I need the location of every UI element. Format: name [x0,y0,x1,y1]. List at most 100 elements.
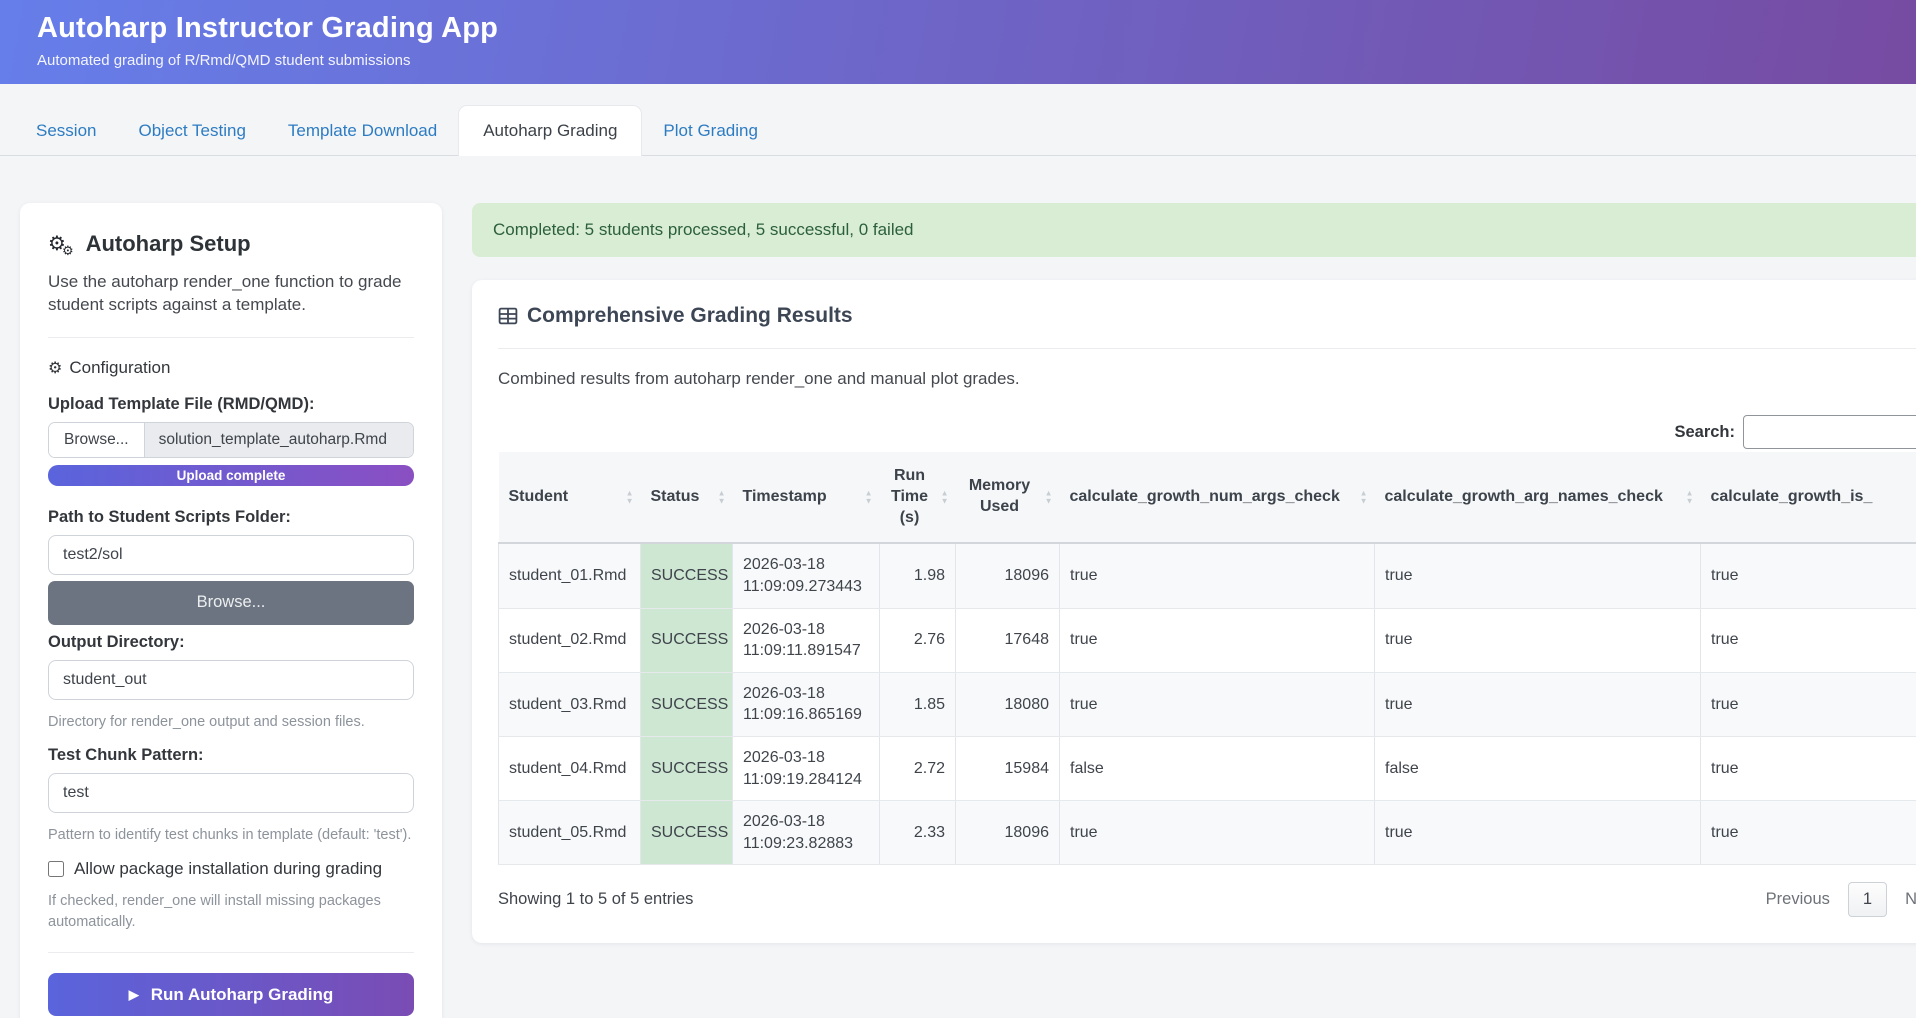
output-directory-help: Directory for render_one output and sess… [48,713,365,730]
setup-heading: ⚙⚙ Autoharp Setup [48,231,414,257]
play-icon: ▶ [128,986,139,1002]
cell-memory: 18096 [955,800,1060,866]
cell-status: SUCCESS [640,672,733,737]
col-header-arg-names-check[interactable]: calculate_growth_arg_names_check ▲ ▼ [1374,452,1701,545]
divider [48,336,414,338]
autoharp-setup-panel: ⚙⚙ Autoharp Setup Use the autoharp rende… [20,203,442,1018]
scripts-folder-label: Path to Student Scripts Folder: [48,507,291,526]
search-label: Search: [1674,422,1735,441]
table-row: student_02.Rmd SUCCESS 2026-03-18 11:09:… [498,608,1916,673]
cell-arg-names-check: true [1374,672,1701,737]
test-chunk-pattern-input[interactable] [48,773,414,814]
col-header-run-time[interactable]: Run Time (s) ▲ ▼ [879,452,956,545]
cell-memory: 17648 [955,608,1060,673]
sort-icon: ▲ ▼ [1685,488,1694,506]
output-directory-input[interactable] [48,659,414,700]
cell-memory: 18080 [955,672,1060,737]
cell-num-args-check: true [1059,672,1375,737]
cell-memory: 18096 [955,543,1060,609]
col-header-memory-used[interactable]: Memory Used ▲ ▼ [955,452,1060,545]
cell-num-args-check: false [1059,736,1375,802]
folder-browse-button[interactable]: Browse... [48,580,414,625]
col-header-is-check[interactable]: calculate_growth_is_ [1700,452,1916,545]
output-directory-label: Output Directory: [48,632,185,651]
divider [498,348,1916,349]
tab-session[interactable]: Session [15,107,117,155]
cell-run-time: 2.72 [879,736,956,802]
configuration-heading: ⚙ Configuration [48,358,414,378]
tab-autoharp-grading[interactable]: Autoharp Grading [458,105,643,156]
cell-num-args-check: true [1059,800,1375,866]
cell-status: SUCCESS [640,736,733,802]
divider [48,952,414,954]
results-description: Combined results from autoharp render_on… [498,369,1020,388]
run-button-label: Run Autoharp Grading [150,984,334,1004]
app-header: Autoharp Instructor Grading App Automate… [0,0,1916,84]
tab-bar: Session Object Testing Template Download… [0,105,1916,156]
cell-is-check: true [1700,736,1916,802]
cell-status: SUCCESS [640,543,733,609]
run-autoharp-grading-button[interactable]: ▶ Run Autoharp Grading [48,973,414,1017]
tab-object-testing[interactable]: Object Testing [117,107,266,155]
sort-icon: ▲ ▼ [1044,488,1053,506]
gears-icon: ⚙⚙ [48,233,74,258]
page-subtitle: Automated grading of R/Rmd/QMD student s… [37,52,411,69]
results-title-label: Comprehensive Grading Results [527,304,853,327]
cell-is-check: true [1700,672,1916,737]
configuration-label: Configuration [69,357,171,377]
table-row: student_03.Rmd SUCCESS 2026-03-18 11:09:… [498,672,1916,737]
cell-is-check: true [1700,608,1916,673]
allow-package-install-label: Allow package installation during gradin… [74,859,383,879]
previous-page-button[interactable]: Previous [1765,890,1830,909]
allow-package-install-checkbox[interactable] [48,861,64,878]
setup-description: Use the autoharp render_one function to … [48,272,402,314]
sort-icon: ▲ ▼ [1359,488,1368,506]
table-row: student_04.Rmd SUCCESS 2026-03-18 11:09:… [498,736,1916,802]
upload-template-label: Upload Template File (RMD/QMD): [48,394,315,413]
completion-alert: Completed: 5 students processed, 5 succe… [472,203,1916,257]
search-input[interactable] [1743,415,1916,449]
cell-run-time: 1.98 [879,543,956,609]
col-header-status[interactable]: Status ▲ ▼ [640,452,733,545]
tab-template-download[interactable]: Template Download [267,107,458,155]
col-header-num-args-check[interactable]: calculate_growth_num_args_check ▲ ▼ [1059,452,1375,545]
cell-timestamp: 2026-03-18 11:09:11.891547 [732,608,880,673]
page-1-button[interactable]: 1 [1847,882,1888,918]
next-page-button[interactable]: Next [1905,890,1916,909]
cell-student: student_05.Rmd [498,800,641,866]
cell-student: student_02.Rmd [498,608,641,673]
cell-num-args-check: true [1059,543,1375,609]
page-title: Autoharp Instructor Grading App [37,12,499,44]
template-file-input[interactable]: Browse... solution_template_autoharp.Rmd [48,421,414,458]
sort-icon: ▲ ▼ [940,488,949,506]
cell-is-check: true [1700,800,1916,866]
test-chunk-pattern-help: Pattern to identify test chunks in templ… [48,827,412,844]
test-chunk-pattern-label: Test Chunk Pattern: [48,746,204,765]
cell-timestamp: 2026-03-18 11:09:09.273443 [732,543,880,609]
cell-timestamp: 2026-03-18 11:09:16.865169 [732,672,880,737]
grading-results-card: Comprehensive Grading Results Combined r… [472,280,1916,944]
setup-heading-label: Autoharp Setup [85,231,251,256]
file-browse-button[interactable]: Browse... [49,422,145,457]
scripts-folder-input[interactable] [48,534,414,575]
table-icon [498,307,518,325]
cell-student: student_01.Rmd [498,543,641,609]
cell-run-time: 1.85 [879,672,956,737]
col-header-student[interactable]: Student ▲ ▼ [498,452,641,545]
sort-icon: ▲ ▼ [864,488,873,506]
col-header-timestamp[interactable]: Timestamp ▲ ▼ [732,452,880,545]
cell-run-time: 2.33 [879,800,956,866]
allow-package-install-help: If checked, render_one will install miss… [48,893,381,930]
sort-icon: ▲ ▼ [717,488,726,506]
results-title: Comprehensive Grading Results [498,304,1916,328]
upload-progress-bar: Upload complete [48,464,414,486]
uploaded-filename: solution_template_autoharp.Rmd [144,422,413,457]
results-table: Student ▲ ▼ Status ▲ ▼ Timestamp ▲ ▼ Run Time … [498,452,1916,866]
cell-run-time: 2.76 [879,608,956,673]
cell-arg-names-check: true [1374,608,1701,673]
table-row: student_01.Rmd SUCCESS 2026-03-18 11:09:… [498,543,1916,609]
cell-memory: 15984 [955,736,1060,802]
tab-plot-grading[interactable]: Plot Grading [642,107,779,155]
pagination: Previous 1 Next [1762,882,1916,918]
entries-summary: Showing 1 to 5 of 5 entries [498,890,694,909]
